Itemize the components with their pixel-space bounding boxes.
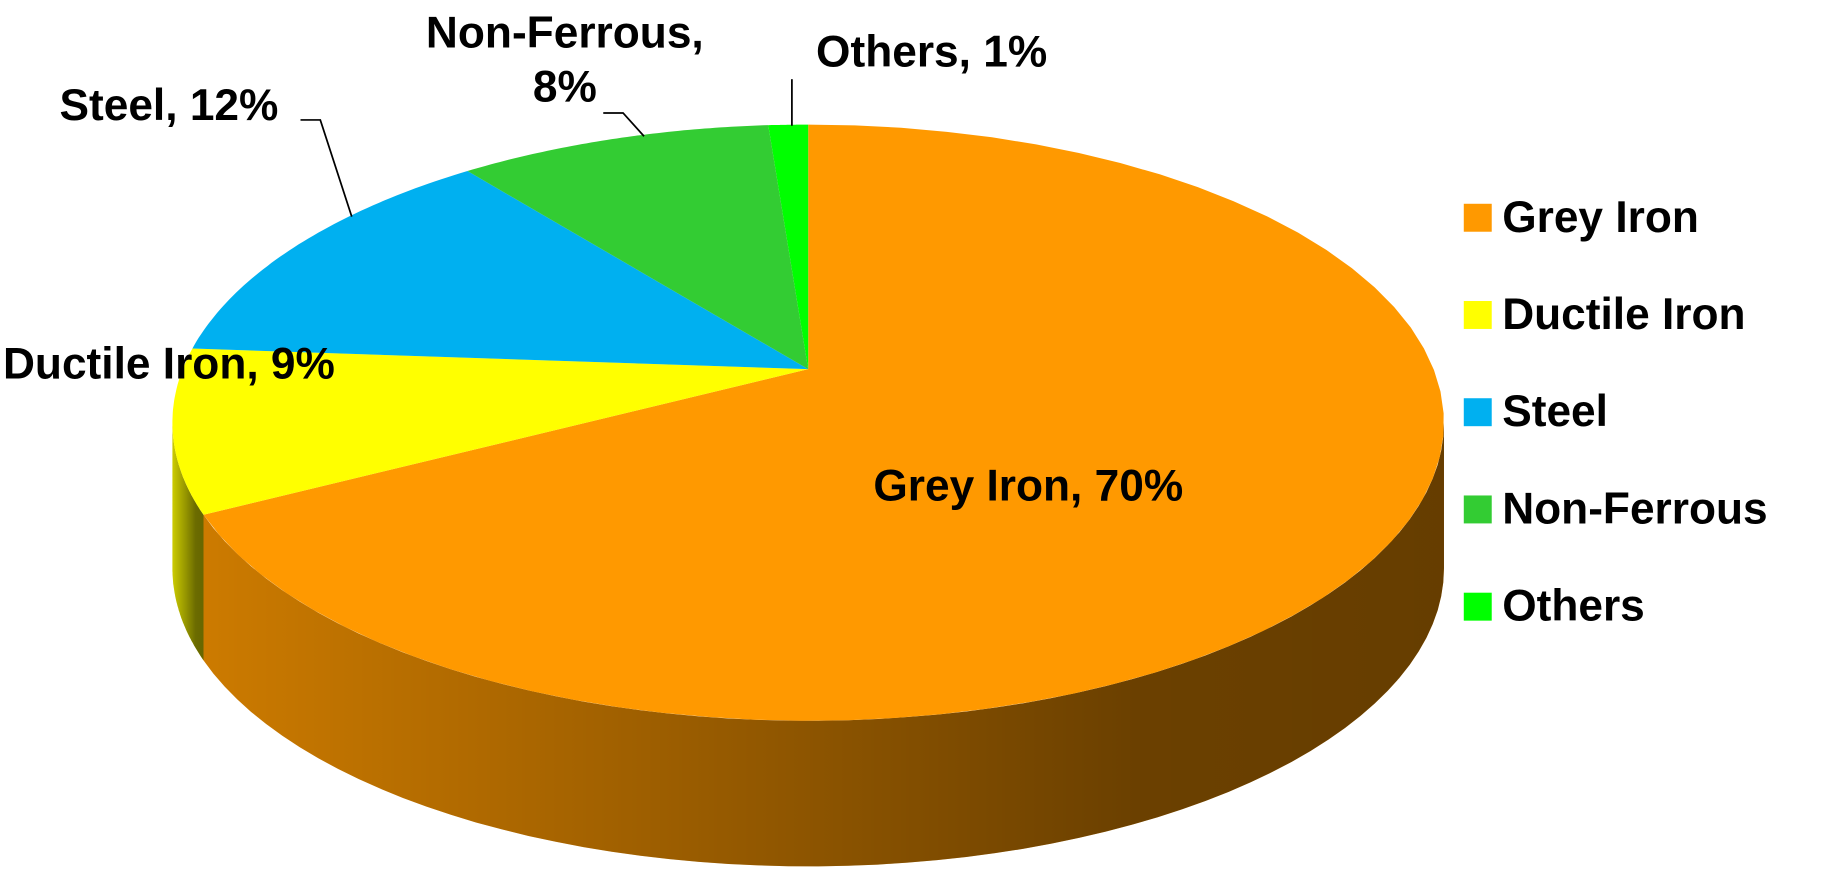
legend-label: Others [1502,582,1645,631]
data-label-box: Non-Ferrous, 8% [425,9,704,112]
leader-line [603,112,645,137]
pie-slice [467,125,809,370]
pie-side-shade [203,422,1444,867]
pie-slice [192,171,809,370]
data-label: Grey Iron, 70% [873,462,1184,512]
legend-label: Ductile Iron [1502,290,1745,339]
legend-swatch [1463,592,1492,621]
legend-swatch [1463,398,1492,427]
pie-slice [172,348,809,515]
pie-slice [768,124,809,370]
data-label-box: Grey Iron, 70% [873,462,1184,512]
pie-sides [172,422,1444,867]
pie-side-shade [172,422,204,661]
leader-line [300,119,353,217]
legend-label: Grey Iron [1502,193,1699,242]
legend: Grey Iron Ductile Iron Steel Non-Ferrous Oth… [1463,193,1768,631]
legend-swatch [1463,301,1492,329]
data-label: Others, 1% [816,27,1048,77]
legend-swatch [1463,495,1492,524]
legend-swatch [1463,203,1492,232]
data-label-box: Ductile Iron, 9% [2,340,335,389]
leader-lines [300,79,793,217]
legend-label: Steel [1502,387,1608,436]
legend-label: Non-Ferrous [1502,484,1767,533]
data-label: Steel, 12% [59,81,279,131]
pie-tops [172,124,1444,721]
data-label: Ductile Iron, 9% [2,340,335,389]
data-label-box: Others, 1% [816,27,1048,77]
data-labels: Grey Iron, 70% Ductile Iron, 9% Steel, 12%… [2,9,1184,512]
data-label-box: Steel, 12% [59,81,279,131]
pie-slice [203,124,1444,721]
data-label: Non-Ferrous, 8% [425,9,704,112]
